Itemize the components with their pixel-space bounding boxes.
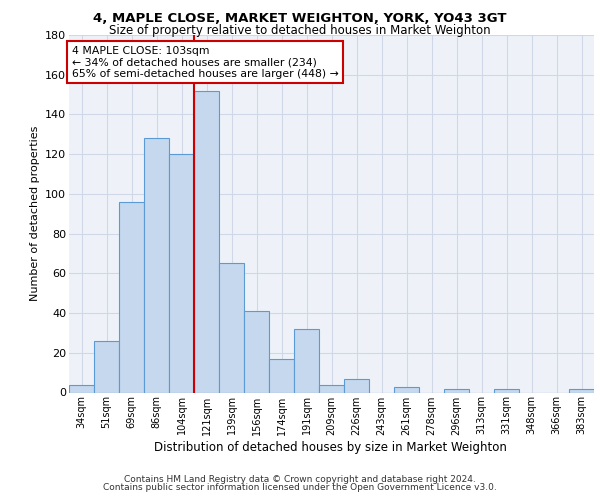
Bar bbox=[569, 388, 594, 392]
Bar bbox=[394, 386, 419, 392]
Bar bbox=[344, 378, 369, 392]
Text: 4, MAPLE CLOSE, MARKET WEIGHTON, YORK, YO43 3GT: 4, MAPLE CLOSE, MARKET WEIGHTON, YORK, Y… bbox=[93, 12, 507, 26]
Bar bbox=[119, 202, 144, 392]
Text: 4 MAPLE CLOSE: 103sqm
← 34% of detached houses are smaller (234)
65% of semi-det: 4 MAPLE CLOSE: 103sqm ← 34% of detached … bbox=[71, 46, 338, 79]
Bar bbox=[244, 311, 269, 392]
Bar bbox=[219, 264, 244, 392]
Bar bbox=[444, 388, 469, 392]
Bar bbox=[494, 388, 519, 392]
Text: Contains HM Land Registry data © Crown copyright and database right 2024.: Contains HM Land Registry data © Crown c… bbox=[124, 475, 476, 484]
Bar bbox=[294, 329, 319, 392]
Bar bbox=[69, 384, 94, 392]
Text: Contains public sector information licensed under the Open Government Licence v3: Contains public sector information licen… bbox=[103, 484, 497, 492]
Bar bbox=[319, 384, 344, 392]
Bar bbox=[194, 90, 219, 393]
Y-axis label: Number of detached properties: Number of detached properties bbox=[29, 126, 40, 302]
Text: Size of property relative to detached houses in Market Weighton: Size of property relative to detached ho… bbox=[109, 24, 491, 37]
Bar bbox=[144, 138, 169, 392]
Bar bbox=[269, 358, 294, 392]
Text: Distribution of detached houses by size in Market Weighton: Distribution of detached houses by size … bbox=[154, 441, 506, 454]
Bar bbox=[94, 341, 119, 392]
Bar bbox=[169, 154, 194, 392]
